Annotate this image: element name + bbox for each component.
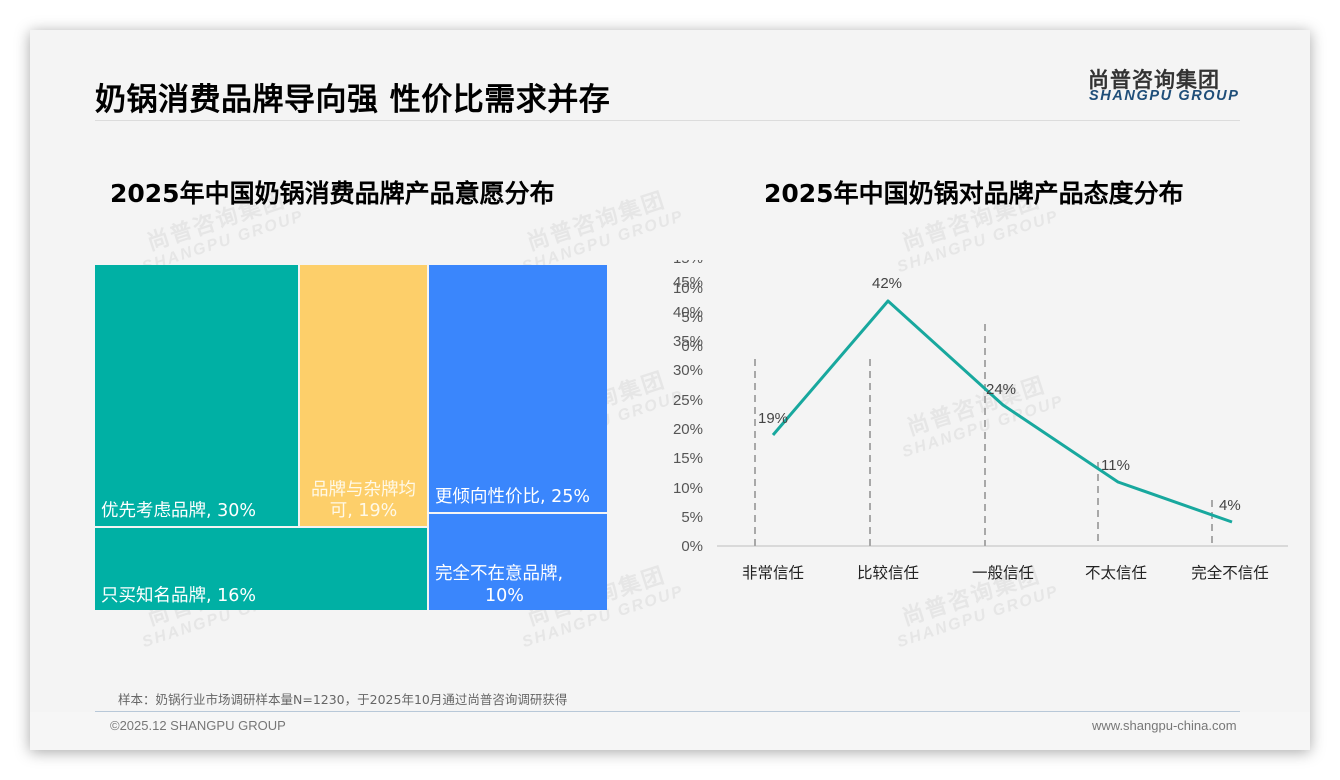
- drop-lines: [754, 324, 1213, 546]
- treemap-cell-either-brand: 品牌与杂牌均 可, 19%: [300, 265, 427, 526]
- treemap-label: 更倾向性价比, 25%: [435, 487, 591, 507]
- slide: 尚普咨询集团 SHANGPU GROUP 尚普咨询集团 SHANGPU GROUP …: [30, 30, 1310, 750]
- treemap-label: 优先考虑品牌, 30%: [101, 501, 257, 521]
- treemap-title: 2025年中国奶锅消费品牌产品意愿分布: [110, 179, 555, 208]
- svg-text:0%: 0%: [681, 538, 703, 555]
- svg-text:30%: 30%: [673, 362, 703, 379]
- svg-text:45%: 45%: [673, 274, 703, 291]
- footer-divider: [95, 711, 1240, 712]
- data-labels: 19% 42% 24% 11% 4%: [758, 275, 1241, 514]
- svg-text:非常信任: 非常信任: [742, 564, 804, 582]
- svg-text:15%: 15%: [673, 260, 703, 267]
- svg-text:10%: 10%: [673, 480, 703, 497]
- treemap-label: 只买知名品牌, 16%: [101, 586, 257, 606]
- copyright: ©2025.12 SHANGPU GROUP: [110, 718, 286, 733]
- svg-text:不太信任: 不太信任: [1085, 564, 1147, 582]
- website-url: www.shangpu-china.com: [1092, 718, 1237, 733]
- svg-text:25%: 25%: [673, 392, 703, 409]
- footer-band: [30, 712, 1310, 750]
- treemap-cell-prefer-brand: 优先考虑品牌, 30%: [95, 265, 298, 526]
- svg-text:10%: 10%: [673, 280, 703, 297]
- line-chart-canvas: 0% 5% 10% 15% 20% 25% 30% 35% 40% 45% 19…: [673, 274, 1288, 582]
- treemap-cell-famous-only: 只买知名品牌, 16%: [95, 528, 427, 610]
- svg-text:0%: 0%: [681, 338, 703, 355]
- sample-note: 样本：奶锅行业市场调研样本量N=1230，于2025年10月通过尚普咨询调研获得: [118, 692, 568, 707]
- treemap: 优先考虑品牌, 30% 品牌与杂牌均 可, 19% 更倾向性价比, 25% 只买…: [95, 265, 607, 610]
- svg-text:20%: 20%: [673, 421, 703, 438]
- svg-text:4%: 4%: [1219, 497, 1241, 514]
- svg-text:35%: 35%: [673, 333, 703, 350]
- svg-text:42%: 42%: [872, 275, 902, 292]
- svg-text:5%: 5%: [681, 509, 703, 526]
- svg-text:24%: 24%: [986, 381, 1016, 398]
- line-chart: 0% 5% 10% 15%: [673, 260, 703, 355]
- page-title: 奶锅消费品牌导向强 性价比需求并存: [95, 82, 611, 118]
- svg-text:比较信任: 比较信任: [857, 564, 919, 582]
- treemap-cell-value-for-money: 更倾向性价比, 25%: [429, 265, 607, 512]
- svg-text:5%: 5%: [681, 309, 703, 326]
- header-divider: [95, 120, 1240, 121]
- svg-text:15%: 15%: [673, 450, 703, 467]
- treemap-label: 品牌与杂牌均 可, 19%: [311, 480, 416, 521]
- line-chart-title: 2025年中国奶锅对品牌产品态度分布: [764, 179, 1184, 208]
- svg-text:19%: 19%: [758, 410, 788, 427]
- data-line: [771, 299, 1233, 524]
- logo-english: SHANGPU GROUP: [1089, 88, 1240, 104]
- svg-text:11%: 11%: [1101, 457, 1130, 474]
- svg-text:一般信任: 一般信任: [972, 564, 1034, 582]
- y-axis: 0% 5% 10% 15%: [673, 260, 703, 355]
- x-axis-labels: 非常信任 比较信任 一般信任 不太信任 完全不信任: [742, 564, 1269, 582]
- treemap-cell-dont-care: 完全不在意品牌, 10%: [429, 514, 607, 610]
- svg-text:完全不信任: 完全不信任: [1191, 564, 1269, 582]
- treemap-label: 完全不在意品牌, 10%: [435, 564, 564, 606]
- logo-chinese: 尚普咨询集团: [1088, 68, 1220, 92]
- svg-text:40%: 40%: [673, 304, 703, 321]
- y-axis-labels: 0% 5% 10% 15% 20% 25% 30% 35% 40% 45%: [673, 274, 703, 555]
